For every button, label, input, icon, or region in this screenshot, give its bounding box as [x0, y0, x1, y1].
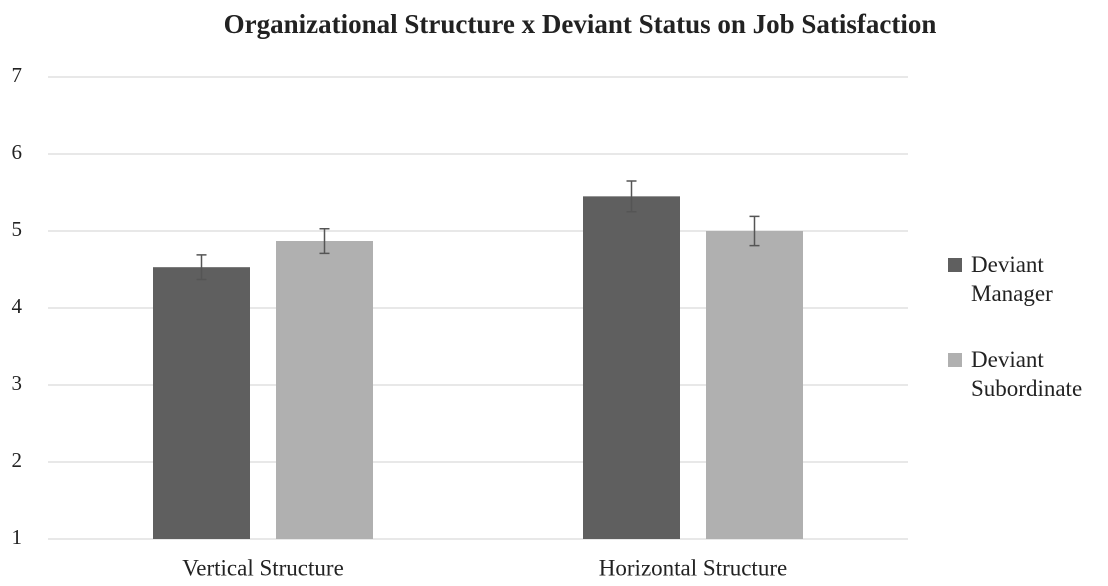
- legend-swatch: [948, 258, 962, 272]
- bar: [276, 241, 373, 539]
- chart-title: Organizational Structure x Deviant Statu…: [224, 9, 937, 39]
- x-tick-label: Vertical Structure: [182, 555, 344, 580]
- y-tick-label: 5: [12, 217, 23, 241]
- y-tick-label: 4: [12, 294, 23, 318]
- error-bar: [319, 227, 330, 255]
- legend-swatch: [948, 353, 962, 367]
- bar: [583, 196, 680, 539]
- x-tick-label: Horizontal Structure: [599, 555, 787, 580]
- bar: [153, 267, 250, 539]
- y-tick-label: 1: [12, 525, 23, 549]
- error-bar: [626, 180, 637, 213]
- y-tick-label: 6: [12, 140, 23, 164]
- y-tick-label: 7: [12, 63, 23, 87]
- bar: [706, 231, 803, 539]
- error-bar: [749, 215, 760, 247]
- legend-label: Deviant Subordinate: [971, 347, 1083, 401]
- y-tick-label: 3: [12, 371, 23, 395]
- y-tick-label: 2: [12, 448, 23, 472]
- legend-label: Deviant Manager: [971, 252, 1053, 306]
- error-bar: [196, 254, 207, 281]
